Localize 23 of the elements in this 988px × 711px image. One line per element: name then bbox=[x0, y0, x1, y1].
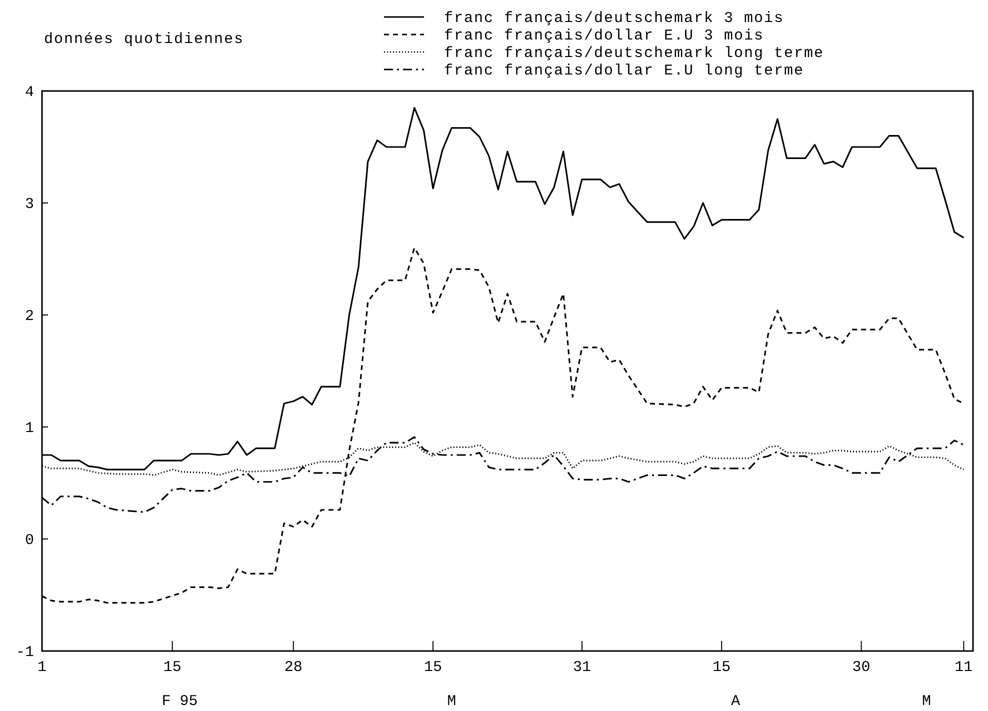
legend-label: franc français/deutschemark long terme bbox=[444, 45, 824, 62]
y-tick-label: 1 bbox=[24, 420, 34, 437]
text: F 95 bbox=[162, 693, 198, 710]
legend-label: franc français/deutschemark 3 mois bbox=[444, 10, 784, 27]
legend-label: franc français/dollar E.U long terme bbox=[444, 62, 804, 80]
text: A bbox=[731, 693, 740, 710]
x-tick-label: 15 bbox=[712, 659, 731, 676]
y-tick-label: 2 bbox=[24, 308, 34, 325]
x-tick-label: 28 bbox=[284, 659, 302, 676]
x-tick-label: 11 bbox=[954, 659, 973, 676]
y-tick-label: 0 bbox=[24, 532, 34, 549]
text: M bbox=[922, 693, 931, 710]
x-tick-label: 15 bbox=[163, 659, 182, 676]
chart-title: données quotidiennes bbox=[44, 31, 244, 48]
y-tick-label: 3 bbox=[24, 196, 34, 213]
x-tick-label: 30 bbox=[852, 659, 870, 676]
x-tick-label: 31 bbox=[572, 659, 591, 676]
text: M bbox=[447, 693, 456, 710]
y-tick-label: -1 bbox=[16, 644, 34, 661]
legend-label: franc français/dollar E.U 3 mois bbox=[444, 28, 764, 44]
x-tick-label: 15 bbox=[424, 659, 442, 676]
y-tick-label: 4 bbox=[24, 84, 34, 101]
x-tick-label: 1 bbox=[37, 659, 47, 676]
